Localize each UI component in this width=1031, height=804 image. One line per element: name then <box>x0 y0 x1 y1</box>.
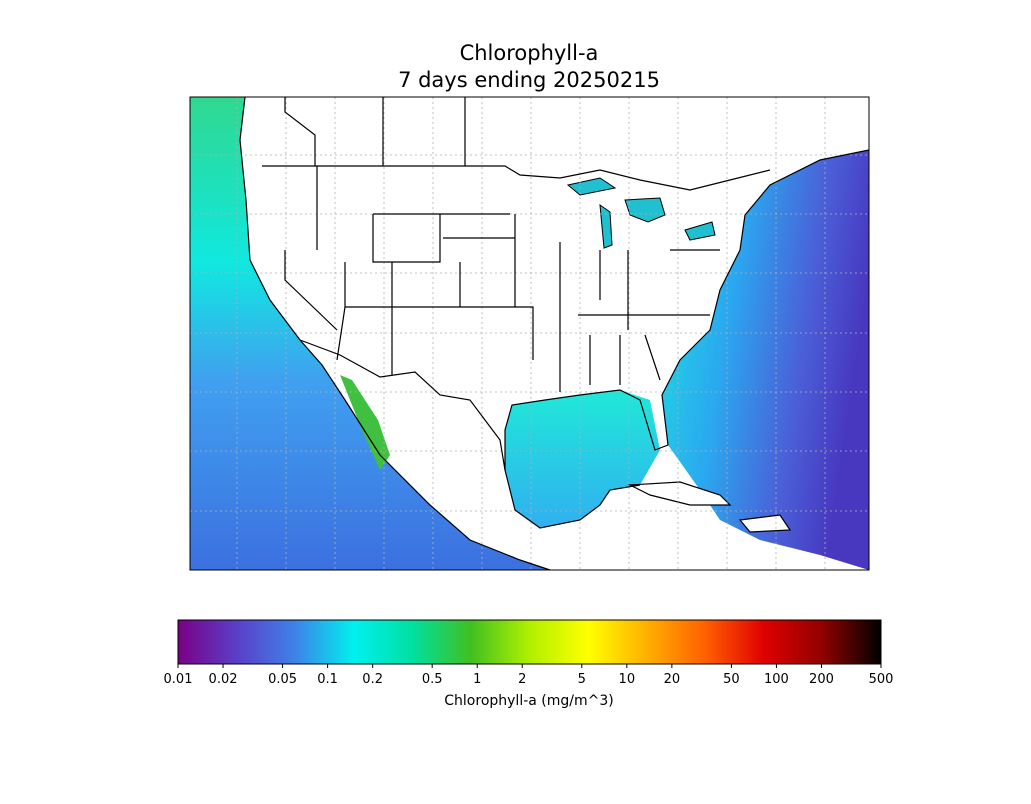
map <box>189 96 870 571</box>
colorbar-scale <box>177 619 882 665</box>
colorbar-tick-label: 2 <box>518 672 526 687</box>
colorbar-tick-label: 20 <box>664 672 681 687</box>
pacific-ocean <box>190 97 550 570</box>
grid <box>190 97 869 570</box>
great-lakes <box>566 177 716 249</box>
colorbar-tick-label: 0.1 <box>317 672 338 687</box>
colorbar-tick-label: 200 <box>809 672 834 687</box>
colorbar-tick-label: 100 <box>764 672 789 687</box>
colorbar: 0.01 0.02 0.05 0.1 0.2 0.5 1 2 5 10 20 50 100 200 500 <box>164 619 894 687</box>
colorbar-tick-label: 50 <box>723 672 740 687</box>
borders <box>239 96 870 571</box>
colorbar-tick-label: 0.01 <box>164 672 193 687</box>
colorbar-tick-label: 0.2 <box>362 672 383 687</box>
colorbar-tick-label: 1 <box>473 672 481 687</box>
colorbar-tick-label: 500 <box>869 672 894 687</box>
colorbar-tick-label: 0.5 <box>422 672 443 687</box>
map-frame <box>189 96 870 571</box>
map-subtitle: 7 days ending 20250215 <box>398 68 660 92</box>
atlantic-ocean <box>662 150 869 570</box>
colorbar-tick-label: 0.05 <box>268 672 297 687</box>
colorbar-tick-label: 10 <box>619 672 636 687</box>
colorbar-tick-label: 0.02 <box>209 672 238 687</box>
gulf-of-california <box>340 375 390 470</box>
colorbar-label: Chlorophyll-a (mg/m^3) <box>444 693 613 709</box>
colorbar-tick-label: 5 <box>578 672 586 687</box>
map-title: Chlorophyll-a <box>460 41 599 65</box>
gulf-of-mexico <box>505 390 660 528</box>
islands <box>627 481 792 533</box>
